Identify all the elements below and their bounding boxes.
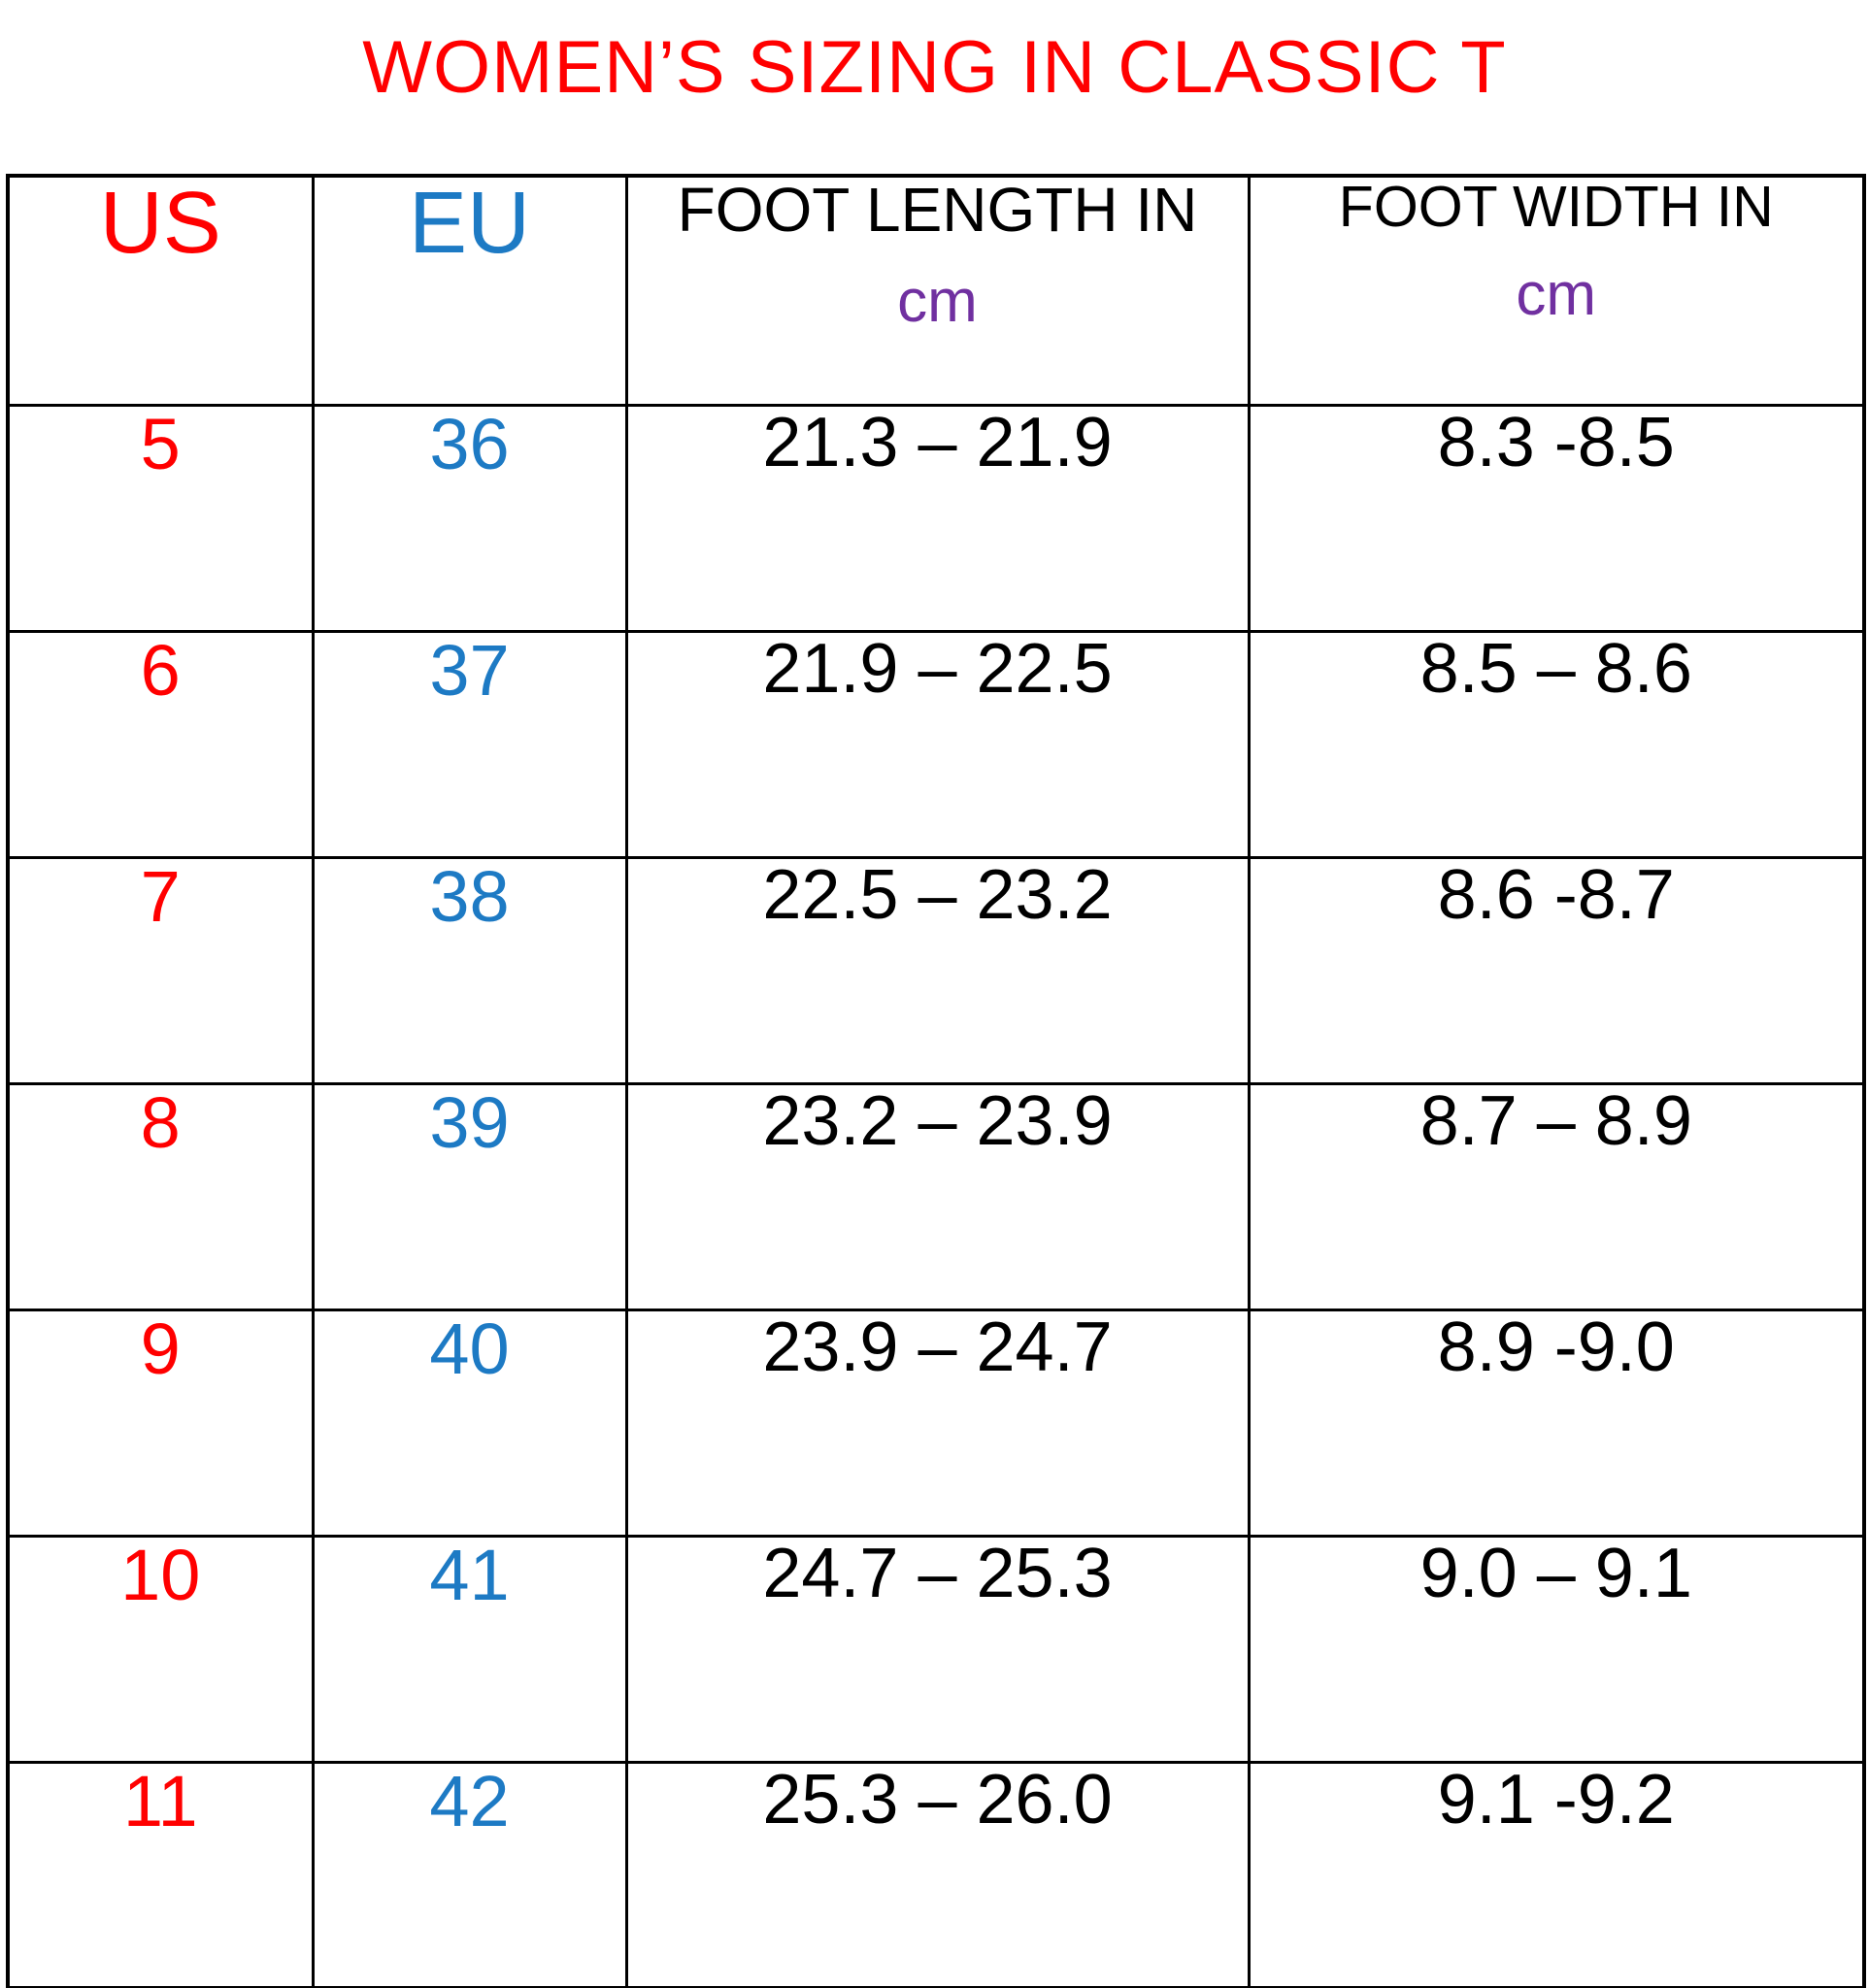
cell-foot-width: 9.0 – 9.1 xyxy=(1247,1534,1866,1764)
cell-foot-length: 21.9 – 22.5 xyxy=(624,629,1251,859)
header-row: US EU FOOT LENGTH IN cm FOOT WIDTH IN cm xyxy=(6,174,1866,407)
foot-length-label: FOOT LENGTH IN xyxy=(677,176,1198,245)
header-us: US xyxy=(6,174,315,407)
header-eu: EU xyxy=(311,174,628,407)
cell-foot-length: 23.9 – 24.7 xyxy=(624,1308,1251,1538)
cell-eu: 36 xyxy=(311,403,628,633)
foot-width-label: FOOT WIDTH IN xyxy=(1338,176,1774,239)
table-row: 5 36 21.3 – 21.9 8.3 -8.5 xyxy=(6,403,1866,633)
cell-foot-width: 8.5 – 8.6 xyxy=(1247,629,1866,859)
cell-us: 10 xyxy=(6,1534,315,1764)
table-row: 10 41 24.7 – 25.3 9.0 – 9.1 xyxy=(6,1534,1866,1764)
cell-eu: 40 xyxy=(311,1308,628,1538)
table-row: 7 38 22.5 – 23.2 8.6 -8.7 xyxy=(6,855,1866,1085)
table-row: 9 40 23.9 – 24.7 8.9 -9.0 xyxy=(6,1308,1866,1538)
cell-eu: 38 xyxy=(311,855,628,1085)
cell-foot-width: 8.7 – 8.9 xyxy=(1247,1081,1866,1311)
foot-length-unit: cm xyxy=(897,268,978,336)
cell-us: 5 xyxy=(6,403,315,633)
cell-eu: 37 xyxy=(311,629,628,859)
foot-width-unit: cm xyxy=(1516,260,1597,328)
cell-us: 9 xyxy=(6,1308,315,1538)
cell-foot-length: 25.3 – 26.0 xyxy=(624,1760,1251,1988)
cell-us: 7 xyxy=(6,855,315,1085)
cell-foot-width: 8.9 -9.0 xyxy=(1247,1308,1866,1538)
cell-us: 6 xyxy=(6,629,315,859)
sizing-table: US EU FOOT LENGTH IN cm FOOT WIDTH IN cm… xyxy=(6,174,1866,1988)
page-title: WOMEN’S SIZING IN CLASSIC T xyxy=(362,26,1507,109)
table-row: 8 39 23.2 – 23.9 8.7 – 8.9 xyxy=(6,1081,1866,1311)
cell-foot-length: 24.7 – 25.3 xyxy=(624,1534,1251,1764)
cell-foot-width: 8.6 -8.7 xyxy=(1247,855,1866,1085)
cell-foot-length: 21.3 – 21.9 xyxy=(624,403,1251,633)
cell-foot-width: 9.1 -9.2 xyxy=(1247,1760,1866,1988)
cell-us: 11 xyxy=(6,1760,315,1988)
cell-eu: 41 xyxy=(311,1534,628,1764)
header-foot-width: FOOT WIDTH IN cm xyxy=(1247,174,1866,407)
cell-foot-width: 8.3 -8.5 xyxy=(1247,403,1866,633)
cell-eu: 42 xyxy=(311,1760,628,1988)
table-row: 6 37 21.9 – 22.5 8.5 – 8.6 xyxy=(6,629,1866,859)
cell-foot-length: 23.2 – 23.9 xyxy=(624,1081,1251,1311)
header-foot-length: FOOT LENGTH IN cm xyxy=(624,174,1251,407)
cell-eu: 39 xyxy=(311,1081,628,1311)
table-row: 11 42 25.3 – 26.0 9.1 -9.2 xyxy=(6,1760,1866,1988)
cell-us: 8 xyxy=(6,1081,315,1311)
cell-foot-length: 22.5 – 23.2 xyxy=(624,855,1251,1085)
